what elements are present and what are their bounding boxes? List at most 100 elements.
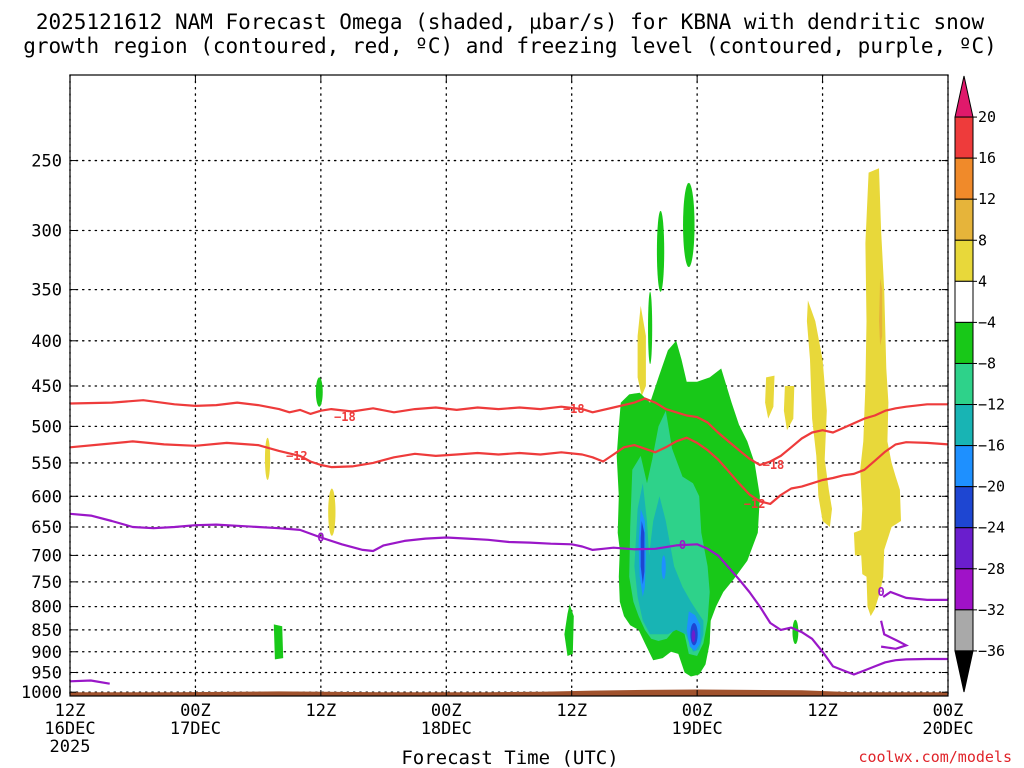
x-tick-label: 18DEC bbox=[421, 719, 472, 739]
x-tick-label: 00Z bbox=[180, 701, 211, 721]
x-tick-label: 12Z bbox=[305, 701, 336, 721]
title-line-2: growth region (contoured, red, ºC) and f… bbox=[23, 34, 997, 58]
y-tick-label: 1000 bbox=[21, 683, 62, 703]
y-tick-label: 600 bbox=[31, 487, 62, 507]
omega-region bbox=[328, 488, 336, 536]
y-tick-label: 900 bbox=[31, 643, 62, 663]
omega-region bbox=[783, 386, 795, 431]
colorbar-box bbox=[954, 198, 974, 241]
contour-lines bbox=[70, 397, 948, 685]
colorbar-box bbox=[954, 157, 974, 200]
y-tick-label: 750 bbox=[31, 573, 62, 593]
omega-region bbox=[640, 521, 645, 585]
freezing-level-fragment bbox=[882, 590, 948, 601]
colorbar-box bbox=[954, 609, 974, 652]
contour-label: −18 bbox=[763, 458, 785, 472]
x-tick-label: 12Z bbox=[807, 701, 838, 721]
colorbar-box bbox=[954, 116, 974, 159]
omega-region bbox=[564, 604, 574, 656]
colorbar-label: 4 bbox=[978, 272, 987, 290]
colorbar-label: −16 bbox=[978, 437, 1005, 455]
y-tick-label: 500 bbox=[31, 417, 62, 437]
y-tick-label: 350 bbox=[31, 281, 62, 301]
colorbar-label: −24 bbox=[978, 519, 1005, 537]
colorbar-label: −12 bbox=[978, 396, 1005, 414]
dgz_bottom-contour bbox=[70, 436, 948, 505]
x-tick-label: 16DEC bbox=[44, 719, 95, 739]
y-axis-ticks: 2503003504004505005506006507007508008509… bbox=[21, 152, 948, 703]
contour-label: −18 bbox=[563, 402, 585, 416]
omega-region bbox=[648, 291, 653, 365]
contour-labels: −18 −18 −18 −12 −12 0 0 0 bbox=[286, 402, 885, 599]
contour-label: 0 bbox=[679, 538, 686, 552]
omega-region bbox=[661, 555, 666, 580]
ground-layer bbox=[70, 689, 948, 696]
colorbar-label: 8 bbox=[978, 231, 987, 249]
credit-text: coolwx.com/models bbox=[858, 748, 1012, 766]
omega-region bbox=[315, 377, 323, 407]
x-tick-label: 12Z bbox=[55, 701, 86, 721]
omega-region bbox=[879, 278, 883, 346]
colorbar-label: −32 bbox=[978, 601, 1005, 619]
y-tick-label: 850 bbox=[31, 621, 62, 641]
x-axis-label: Forecast Time (UTC) bbox=[401, 747, 618, 768]
x-tick-label: 12Z bbox=[556, 701, 587, 721]
colorbar-box bbox=[954, 280, 974, 323]
omega-region bbox=[637, 305, 646, 397]
y-tick-label: 300 bbox=[31, 221, 62, 241]
colorbar-label: −28 bbox=[978, 560, 1005, 578]
colorbar-box bbox=[954, 239, 974, 282]
freezing-level-fragment bbox=[70, 679, 110, 685]
freezing-level-fragment bbox=[880, 620, 910, 650]
colorbar-label: 16 bbox=[978, 149, 996, 167]
contour-label: −12 bbox=[286, 449, 308, 463]
colorbar-label: −8 bbox=[978, 354, 996, 372]
contour-label: 0 bbox=[877, 585, 884, 599]
colorbar-box bbox=[954, 321, 974, 364]
colorbar-label: 20 bbox=[978, 108, 996, 126]
y-tick-label: 250 bbox=[31, 152, 62, 172]
y-tick-label: 650 bbox=[31, 518, 62, 538]
omega-region bbox=[656, 210, 665, 292]
x-tick-label: 20DEC bbox=[922, 719, 973, 739]
contour-label: 0 bbox=[317, 530, 324, 544]
omega-region bbox=[264, 437, 271, 480]
contour-label: −12 bbox=[744, 497, 766, 511]
y-tick-label: 950 bbox=[31, 664, 62, 684]
colorbar-box bbox=[954, 362, 974, 406]
x-tick-label: 17DEC bbox=[170, 719, 221, 739]
omega-region bbox=[634, 483, 704, 652]
colorbar-triangle-top bbox=[954, 75, 974, 118]
y-tick-label: 700 bbox=[31, 546, 62, 566]
colorbar-triangle-bottom bbox=[954, 650, 974, 693]
x-tick-label: 00Z bbox=[431, 701, 462, 721]
colorbar-label: −36 bbox=[978, 642, 1005, 660]
x-tick-label: 00Z bbox=[682, 701, 713, 721]
omega-region bbox=[691, 629, 696, 643]
omega-region bbox=[765, 375, 775, 419]
x-tick-label: 00Z bbox=[933, 701, 964, 721]
colorbar-box bbox=[954, 404, 974, 447]
omega-region bbox=[273, 624, 284, 660]
omega-region bbox=[806, 300, 832, 527]
colorbar-box bbox=[954, 527, 974, 570]
dgz_top-contour bbox=[70, 397, 948, 467]
y-tick-label: 550 bbox=[31, 454, 62, 474]
ground-fill bbox=[70, 689, 948, 696]
y-tick-label: 450 bbox=[31, 377, 62, 397]
x-tick-label: 2025 bbox=[50, 737, 91, 757]
y-tick-label: 400 bbox=[31, 332, 62, 352]
colorbar-label: −4 bbox=[978, 313, 996, 331]
contour-label: −18 bbox=[334, 410, 356, 424]
colorbar-box bbox=[954, 445, 974, 488]
colorbar-label: −20 bbox=[978, 478, 1005, 496]
omega-region bbox=[853, 168, 901, 617]
omega-shading bbox=[264, 168, 901, 677]
colorbar-box bbox=[954, 568, 974, 611]
title-line-1: 2025121612 NAM Forecast Omega (shaded, µ… bbox=[36, 10, 985, 34]
freezing_level-contour bbox=[70, 512, 948, 676]
omega-region bbox=[683, 182, 695, 268]
colorbar: 20 16 12 8 4 −4 −8 −12 −16 −20 −24 −28 −32 −36 bbox=[954, 75, 1005, 693]
